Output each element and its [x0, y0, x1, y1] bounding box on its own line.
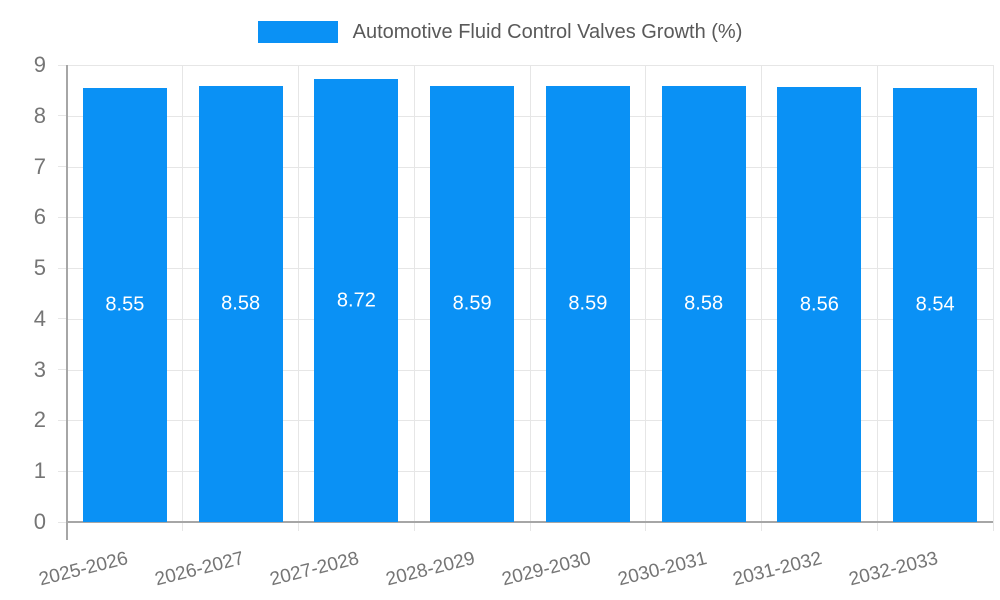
y-axis-tick-label: 0: [33, 509, 46, 534]
y-axis-tick-label: 7: [33, 153, 46, 179]
y-tick-mark: [58, 470, 67, 472]
bar: 8.56: [777, 87, 862, 522]
x-gridline: [529, 65, 531, 522]
y-tick-mark: [58, 419, 67, 421]
x-gridline: [761, 65, 762, 522]
y-axis-tick-label: 4: [33, 305, 46, 331]
y-axis-tick-label: 6: [33, 204, 46, 230]
bar-value-label: 8.58: [684, 292, 724, 315]
x-gridline: [413, 65, 415, 522]
x-gridline: [298, 65, 299, 522]
bar-value-label: 8.59: [568, 292, 608, 315]
bar: 8.54: [893, 88, 978, 522]
plot-area: 0 1 2 3 4 5 6 7 8 9 8.55 8.58 8.72 8.59 8.59 8.58 8.56 8.…: [34, 53, 994, 590]
y-axis-tick-label: 9: [33, 52, 46, 77]
bar-value-label: 8.58: [221, 292, 261, 315]
bar: 8.59: [430, 85, 515, 522]
bar: 8.59: [545, 85, 630, 522]
bar-value-label: 8.72: [336, 289, 376, 312]
y-tick-mark: [58, 166, 67, 168]
x-tick-mark: [413, 522, 415, 531]
x-tick-mark: [298, 522, 299, 531]
bar-value-label: 8.56: [799, 293, 839, 316]
x-tick-mark: [529, 522, 531, 531]
x-gridline: [645, 65, 647, 522]
y-axis-tick-label: 5: [33, 255, 46, 281]
bar: 8.58: [198, 86, 283, 522]
bar-value-label: 8.54: [915, 293, 955, 316]
y-tick-mark: [58, 216, 67, 218]
y-axis-tick-label: 8: [33, 102, 46, 128]
y-tick-mark: [58, 267, 67, 269]
x-tick-mark: [761, 522, 762, 531]
x-gridline: [992, 65, 994, 522]
y-axis-line: [66, 65, 68, 540]
x-tick-mark: [645, 522, 647, 531]
legend-swatch: [257, 21, 338, 43]
x-gridline: [876, 65, 878, 522]
x-tick-mark: [992, 522, 994, 531]
legend[interactable]: Automotive Fluid Control Valves Growth (…: [0, 20, 1000, 44]
bar: 8.55: [82, 87, 167, 522]
y-axis-tick-label: 3: [33, 356, 46, 382]
y-tick-mark: [58, 115, 67, 117]
y-tick-mark: [58, 521, 67, 523]
x-tick-mark: [876, 522, 878, 531]
bar-value-label: 8.59: [452, 292, 492, 315]
x-gridline: [182, 65, 184, 522]
chart-title: Automotive Fluid Control Valves Growth (…: [352, 21, 743, 43]
bar: 8.58: [661, 86, 746, 522]
y-tick-mark: [58, 369, 67, 371]
y-tick-mark: [58, 318, 67, 320]
bar: 8.72: [314, 79, 399, 522]
y-axis-tick-label: 1: [33, 458, 46, 484]
bar-value-label: 8.55: [105, 293, 145, 316]
x-axis-line: [67, 521, 993, 523]
x-tick-mark: [182, 522, 184, 531]
y-axis-tick-label: 2: [33, 407, 46, 433]
y-tick-mark: [58, 64, 67, 66]
